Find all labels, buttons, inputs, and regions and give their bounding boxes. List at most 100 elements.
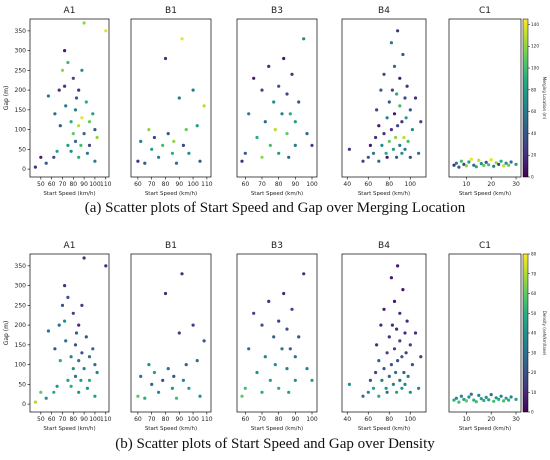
data-point: [77, 155, 81, 159]
data-point: [91, 347, 95, 351]
x-tick-label: 60: [48, 181, 56, 188]
panel-title: B1: [165, 241, 177, 251]
data-point: [87, 143, 92, 147]
data-point: [396, 124, 400, 128]
data-point: [366, 155, 370, 159]
data-point: [174, 396, 179, 400]
data-point: [58, 359, 62, 363]
data-point: [77, 124, 81, 128]
colorbar-label: Merging Location (m): [542, 77, 547, 120]
data-point: [479, 397, 483, 401]
x-tick-label: 70: [59, 416, 67, 423]
data-point: [172, 374, 176, 378]
data-point: [85, 151, 89, 155]
data-point: [405, 319, 409, 323]
data-point: [93, 128, 97, 132]
x-tick-label: 70: [258, 181, 266, 188]
data-point: [252, 311, 256, 315]
x-tick-label: 20: [487, 181, 495, 188]
colorbar-tick-label: 80: [531, 87, 537, 92]
data-point: [187, 386, 191, 390]
data-point: [400, 355, 404, 359]
data-point: [52, 390, 56, 394]
data-point: [195, 124, 199, 128]
y-tick-label: 200: [15, 322, 27, 329]
data-point: [260, 323, 264, 327]
data-point: [93, 159, 97, 163]
data-point: [87, 120, 92, 124]
data-point: [290, 72, 294, 76]
data-point: [285, 327, 289, 331]
data-point: [191, 88, 195, 92]
colorbar-tick-label: 100: [531, 66, 539, 71]
data-point: [392, 347, 397, 351]
y-tick-label: 100: [15, 362, 27, 369]
data-point: [255, 135, 259, 140]
data-point: [467, 160, 471, 164]
y-tick-label: 0: [22, 166, 26, 173]
data-point: [419, 120, 423, 124]
data-point: [398, 76, 402, 80]
x-tick-label: 70: [59, 181, 67, 188]
data-point: [71, 132, 75, 136]
data-point: [385, 351, 389, 355]
data-point: [73, 343, 78, 347]
data-point: [184, 363, 188, 367]
data-point: [392, 64, 397, 68]
data-point: [389, 128, 393, 132]
data-point: [290, 307, 294, 311]
x-tick-label: 10: [463, 181, 471, 188]
x-axis-label: Start Speed (km/h): [251, 426, 303, 432]
x-tick-label: 100: [187, 416, 199, 423]
data-point: [497, 162, 501, 166]
data-point: [384, 151, 388, 155]
data-point: [389, 363, 393, 367]
data-point: [77, 88, 81, 92]
x-tick-label: 90: [80, 416, 88, 423]
data-point: [382, 72, 386, 76]
data-point: [392, 299, 397, 303]
data-point: [152, 370, 156, 375]
data-point: [472, 163, 476, 167]
data-point: [385, 116, 389, 120]
data-point: [459, 394, 463, 398]
data-point: [402, 370, 406, 375]
data-point: [375, 108, 379, 112]
data-point: [82, 132, 86, 136]
data-point: [180, 37, 184, 41]
data-point: [390, 323, 394, 327]
data-point: [400, 120, 404, 124]
plot-frame: [236, 253, 318, 413]
plot-frame: [236, 18, 318, 178]
colorbar-tick-label: 80: [531, 252, 537, 257]
data-point: [82, 256, 86, 260]
data-point: [91, 112, 95, 116]
data-point: [180, 272, 184, 276]
plot-frame: [29, 18, 110, 178]
data-point: [408, 155, 412, 159]
data-point: [39, 390, 43, 394]
x-tick-label: 100: [306, 416, 318, 423]
x-tick-label: 80: [275, 181, 283, 188]
data-point: [492, 164, 496, 168]
x-tick-label: 90: [292, 416, 300, 423]
data-point: [277, 386, 281, 390]
data-point: [66, 295, 70, 299]
data-point: [395, 92, 399, 96]
data-point: [71, 367, 75, 371]
data-point: [174, 161, 179, 165]
data-point: [310, 143, 314, 147]
data-point: [374, 135, 378, 140]
data-point: [371, 386, 376, 390]
data-point: [396, 264, 400, 268]
colorbar-tick-label: 60: [531, 291, 537, 296]
colorbar-tick-label: 60: [531, 109, 537, 114]
data-point: [80, 116, 84, 120]
data-point: [347, 147, 351, 151]
data-point: [268, 143, 272, 147]
data-point: [387, 335, 391, 339]
